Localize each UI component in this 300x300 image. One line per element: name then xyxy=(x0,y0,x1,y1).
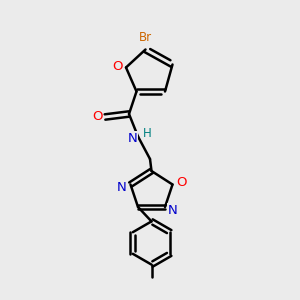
Text: O: O xyxy=(176,176,187,190)
Text: O: O xyxy=(92,110,103,124)
Text: H: H xyxy=(143,127,152,140)
Text: N: N xyxy=(168,203,177,217)
Text: Br: Br xyxy=(139,31,152,44)
Text: N: N xyxy=(128,131,137,145)
Text: O: O xyxy=(112,59,123,73)
Text: N: N xyxy=(117,181,126,194)
